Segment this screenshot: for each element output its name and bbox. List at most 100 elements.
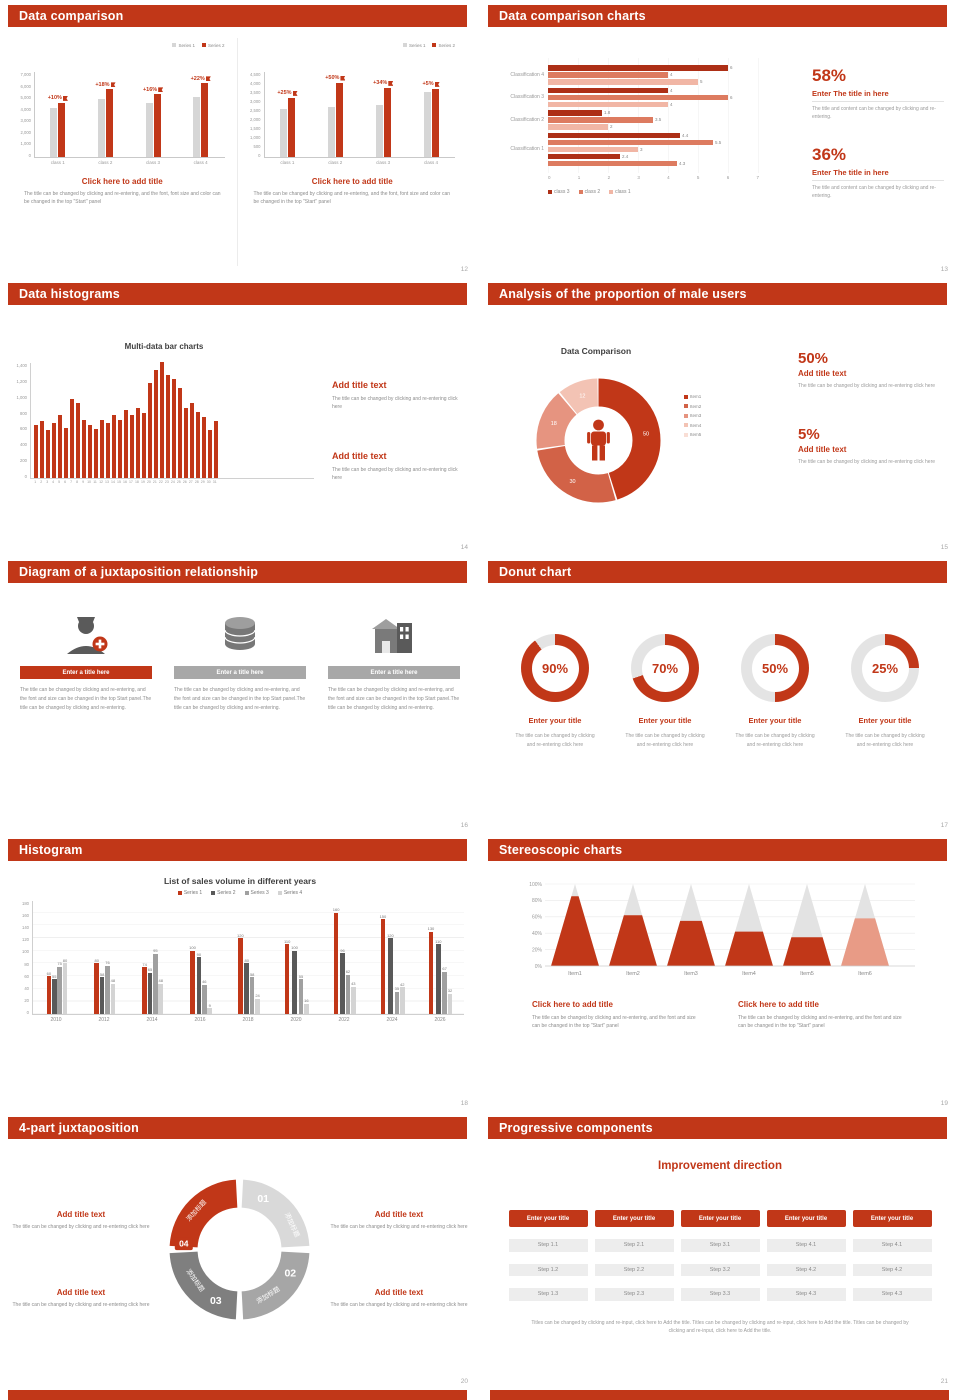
block-title[interactable]: Add title text <box>332 451 387 461</box>
bar-value: 130 <box>427 926 435 932</box>
slide-21-progressive-components[interactable]: Progressive components Improvement direc… <box>480 1112 960 1390</box>
text-block: Add title text The title can be changed b… <box>332 451 466 482</box>
page-number: 17 <box>940 822 948 829</box>
bar <box>183 408 188 478</box>
block-title[interactable]: Add title text <box>374 1288 424 1297</box>
step-cell: Step 4.1 <box>766 1239 846 1252</box>
stat-title[interactable]: Add title text <box>798 369 847 378</box>
bar <box>46 976 52 1014</box>
bar-chart: 4,500 4,000 3,500 3,000 2,500 2,000 1,500 1,000… <box>250 54 455 165</box>
histogram-chart: 1,400 1,200 1,000 800 600 400 200 0 1 2 3 4 5 6 7 8 9 10 1… <box>14 362 314 484</box>
x-tick: 2018 <box>242 1017 254 1023</box>
stat-block: 50% Add title text The title can be change… <box>798 350 948 390</box>
gauge-title[interactable]: Enter your title <box>638 716 692 725</box>
stats-column: 50% Add title text The title can be change… <box>798 310 948 548</box>
hbar-chart: Classification 4 6 4 5 Classification 3 4 6 4 Cl… <box>496 58 796 173</box>
bar-value: 43 <box>351 981 356 987</box>
y-tick: 400 <box>20 442 27 448</box>
block-title[interactable]: Click here to add title <box>311 177 393 186</box>
title-bar[interactable]: Enter a title here <box>174 666 306 679</box>
stat-value: 58% <box>812 66 847 85</box>
block-title[interactable]: Click here to add title <box>532 1000 613 1009</box>
y-tick: 40 <box>24 985 29 991</box>
stat-title[interactable]: Add title text <box>798 445 847 454</box>
slide-title: Progressive components <box>499 1121 653 1135</box>
segment-value: 12 <box>579 393 585 399</box>
bar <box>165 375 171 478</box>
delta-text: +22% <box>190 75 205 82</box>
bar-column: 16 <box>304 998 309 1014</box>
column-title-button[interactable]: Enter your title <box>852 1210 932 1227</box>
slide-12-data-comparison[interactable]: Data comparison Series 1 Series 2 7,000 6,0… <box>0 0 480 278</box>
column-title-button[interactable]: Enter your title <box>766 1210 846 1227</box>
bar-column: 160 <box>333 907 339 1014</box>
slide-title: Data comparison <box>19 9 124 23</box>
slide-18-histogram[interactable]: Histogram List of sales volume in differ… <box>0 834 480 1112</box>
bar <box>548 160 677 166</box>
stat-title[interactable]: Enter The title in here <box>812 168 944 181</box>
x-axis: 2010 2012 2014 2016 2018 2020 2022 2024 2026 <box>32 1017 464 1023</box>
title-bar[interactable]: Enter a title here <box>328 666 460 679</box>
slide-17-donut-chart[interactable]: Donut chart 90% Enter your title The title… <box>480 556 960 834</box>
series2-bar <box>431 88 439 157</box>
y-tick: 3,500 <box>250 90 261 95</box>
slide-header: Donut chart <box>488 561 947 583</box>
column-title-button[interactable]: Enter your title <box>594 1210 674 1227</box>
footer-note: Titles can be changed by clicking and re… <box>531 1319 909 1335</box>
x-tick: 30 <box>206 480 211 484</box>
legend-item: Series 2 <box>201 43 225 48</box>
slide-title: 4-part juxtaposition <box>19 1121 139 1135</box>
column-title-button[interactable]: Enter your title <box>508 1210 588 1227</box>
category-bars: 4 6 4 <box>548 87 796 107</box>
bar-line: 2 <box>548 124 796 130</box>
block-title[interactable]: Add title text <box>56 1210 106 1219</box>
bar-value: 58 <box>249 971 255 977</box>
bar <box>345 974 351 1014</box>
segment-value: 30 <box>569 479 575 485</box>
slide-19-stereoscopic-charts[interactable]: Stereoscopic charts 0% 20% 40% 60% 80% 100% It… <box>480 834 960 1112</box>
slide-16-juxtaposition-diagram[interactable]: Diagram of a juxtaposition relationship … <box>0 556 480 834</box>
gauge-body: The title can be changed by clicking and… <box>845 733 925 748</box>
legend-item: Item1 <box>684 394 701 399</box>
bar-column: 96 <box>340 948 345 1014</box>
x-tick: 5 <box>58 480 61 484</box>
category-label: Classification 3 <box>510 94 544 101</box>
slide-title: Stereoscopic charts <box>499 843 623 857</box>
series1-bar <box>145 102 153 157</box>
comparison-panel: Series 1 Series 2 7,000 6,000 5,000 4,000 3,00… <box>8 38 238 266</box>
bar <box>177 387 183 478</box>
block-title[interactable]: Add title text <box>332 380 387 390</box>
legend-label: Series 1 <box>183 890 203 896</box>
title-bar[interactable]: Enter a title here <box>20 666 152 679</box>
slide-15-male-users-proportion[interactable]: Analysis of the proportion of male users… <box>480 278 960 556</box>
bar-group: +16% <box>129 87 177 157</box>
block-title[interactable]: Click here to add title <box>738 1000 819 1009</box>
legend-label: Series 4 <box>283 890 303 896</box>
x-tick: 2014 <box>146 1017 158 1023</box>
column-title-button[interactable]: Enter your title <box>680 1210 760 1227</box>
y-tick: 20 <box>24 997 29 1003</box>
stat-title[interactable]: Enter The title in here <box>812 89 944 102</box>
bar <box>304 1003 309 1014</box>
bar-value: 4 <box>670 101 673 107</box>
bar-value: 55 <box>298 973 304 979</box>
slide-13-data-comparison-charts[interactable]: Data comparison charts Classification 4 6… <box>480 0 960 278</box>
category-bars: 6 4 5 <box>548 65 796 85</box>
block-title[interactable]: Add title text <box>374 1210 424 1219</box>
male-person-icon <box>587 419 610 461</box>
bar-column: 110 <box>284 939 290 1014</box>
block-title[interactable]: Add title text <box>56 1288 106 1297</box>
bar-column: 80 <box>94 958 100 1014</box>
step-cell: Step 4.1 <box>852 1239 932 1252</box>
gauge-title[interactable]: Enter your title <box>858 716 912 725</box>
stat-value: 50% <box>798 350 829 367</box>
flag-icon <box>434 81 440 87</box>
hbar-category: Classification 1 4.4 5.5 3 2.4 4.3 <box>496 132 796 166</box>
block-title[interactable]: Click here to add title <box>81 177 163 186</box>
gauge-title[interactable]: Enter your title <box>748 716 802 725</box>
slide-20-4-part-juxtaposition[interactable]: 4-part juxtaposition 添加标题 04 添加标题 01 添加标题 02 添… <box>0 1112 480 1390</box>
bar-column: 58 <box>99 972 105 1014</box>
slide-14-data-histograms[interactable]: Data histograms Multi-data bar charts 1,… <box>0 278 480 556</box>
gauge-title[interactable]: Enter your title <box>528 716 582 725</box>
